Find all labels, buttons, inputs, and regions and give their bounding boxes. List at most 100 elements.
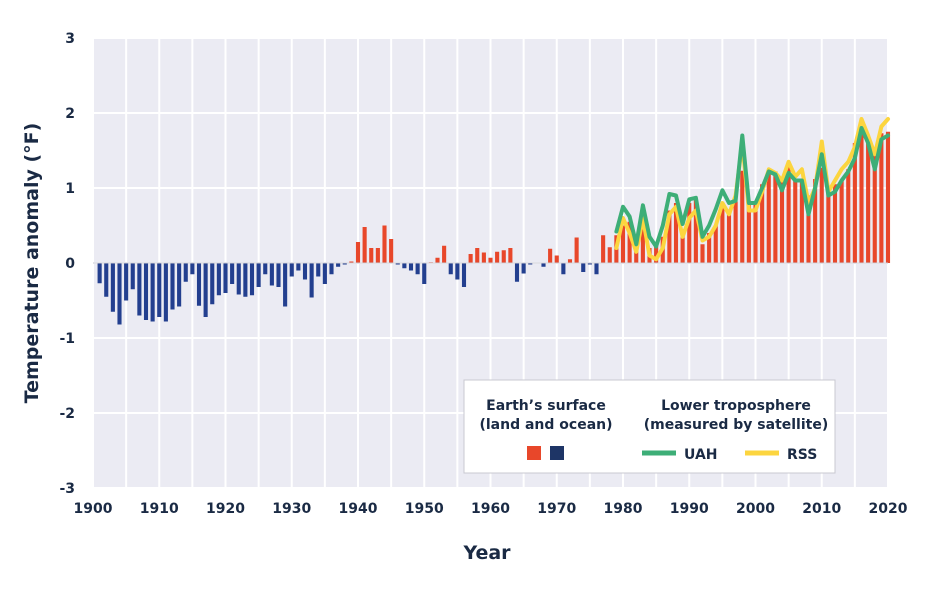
surface-bar bbox=[263, 263, 268, 275]
surface-bar bbox=[852, 143, 857, 263]
y-tick-label: -1 bbox=[59, 331, 75, 347]
surface-bar bbox=[369, 248, 374, 263]
legend-swatch-negative bbox=[550, 446, 564, 460]
legend-swatch-positive bbox=[527, 446, 541, 460]
surface-bar bbox=[488, 257, 493, 263]
surface-bar bbox=[832, 184, 838, 263]
surface-bar bbox=[223, 263, 228, 293]
surface-bar bbox=[143, 263, 149, 320]
surface-bar bbox=[455, 263, 460, 280]
legend-rss-label: RSS bbox=[787, 447, 817, 463]
x-tick-label: 1940 bbox=[339, 501, 378, 517]
surface-bar bbox=[276, 263, 281, 287]
surface-bar bbox=[607, 247, 612, 263]
surface-bar bbox=[422, 263, 427, 284]
surface-bar bbox=[813, 179, 818, 263]
surface-bar bbox=[170, 263, 175, 310]
surface-bar bbox=[567, 259, 573, 263]
surface-bar bbox=[316, 263, 321, 277]
surface-bar bbox=[177, 263, 182, 307]
y-tick-labels: -3 -2 -1 0 1 2 3 bbox=[59, 31, 75, 497]
x-tick-label: 1970 bbox=[537, 501, 576, 517]
surface-bar bbox=[130, 263, 135, 290]
x-tick-label: 1920 bbox=[206, 501, 245, 517]
surface-bar bbox=[620, 225, 626, 263]
surface-bar bbox=[846, 169, 851, 263]
surface-bar bbox=[528, 263, 533, 265]
surface-bar bbox=[355, 242, 361, 263]
x-tick-label: 1990 bbox=[670, 501, 709, 517]
surface-bar bbox=[322, 263, 327, 284]
surface-bar bbox=[448, 263, 453, 275]
y-tick-label: 1 bbox=[65, 181, 75, 197]
surface-bar bbox=[302, 263, 308, 280]
surface-bar bbox=[587, 263, 592, 265]
surface-bar bbox=[104, 263, 109, 297]
surface-bar bbox=[779, 179, 785, 263]
surface-bar bbox=[548, 248, 553, 263]
surface-bar bbox=[667, 210, 672, 263]
legend: Earth’s surface (land and ocean) Lower t… bbox=[463, 379, 836, 474]
surface-bar bbox=[196, 263, 202, 306]
surface-bar bbox=[786, 165, 791, 263]
surface-bar bbox=[687, 203, 692, 263]
surface-bar bbox=[382, 225, 387, 263]
x-axis-title: Year bbox=[462, 542, 511, 564]
surface-bar bbox=[826, 191, 831, 263]
surface-bar bbox=[256, 263, 261, 287]
surface-bar bbox=[475, 248, 480, 263]
surface-bar bbox=[461, 263, 467, 287]
surface-bar bbox=[150, 263, 155, 322]
surface-bar bbox=[700, 244, 705, 263]
surface-bar bbox=[766, 171, 771, 263]
y-tick-label: -2 bbox=[59, 406, 75, 422]
surface-bar bbox=[389, 239, 394, 263]
surface-bar bbox=[309, 263, 314, 298]
y-axis-title: Temperature anomaly (°F) bbox=[21, 123, 43, 404]
legend-surface-line1: Earth’s surface bbox=[486, 398, 606, 414]
surface-bar bbox=[799, 182, 804, 263]
surface-bar bbox=[773, 171, 778, 263]
x-tick-label: 1900 bbox=[74, 501, 113, 517]
surface-bar bbox=[521, 263, 526, 274]
rss-series-line bbox=[614, 117, 890, 262]
surface-bar bbox=[402, 263, 407, 269]
surface-bar bbox=[866, 143, 871, 263]
surface-bar bbox=[481, 252, 486, 263]
surface-bar bbox=[601, 235, 606, 263]
surface-bar bbox=[793, 180, 798, 263]
surface-bar bbox=[230, 263, 235, 284]
y-tick-label: 0 bbox=[65, 256, 75, 272]
surface-bar bbox=[885, 131, 891, 263]
surface-bar bbox=[640, 214, 645, 263]
surface-bar bbox=[760, 184, 765, 263]
surface-bar bbox=[203, 263, 208, 317]
surface-bar bbox=[216, 263, 221, 296]
surface-bar bbox=[720, 203, 725, 263]
x-tick-labels: 1900 1910 1920 1930 1940 1950 1960 1970 1980 1990… bbox=[74, 501, 908, 517]
legend-tropo-line1: Lower troposphere bbox=[661, 398, 811, 414]
surface-bar bbox=[442, 245, 447, 263]
surface-bar bbox=[574, 237, 579, 263]
surface-bar bbox=[329, 263, 334, 275]
surface-bar bbox=[594, 263, 599, 275]
surface-bar bbox=[726, 212, 732, 263]
surface-bar bbox=[859, 128, 864, 263]
y-tick-label: -3 bbox=[59, 481, 75, 497]
surface-bar bbox=[713, 225, 718, 263]
surface-bar bbox=[243, 263, 248, 297]
legend-surface-line2: (land and ocean) bbox=[479, 417, 612, 433]
surface-bar bbox=[872, 154, 877, 263]
legend-tropo-line2: (measured by satellite) bbox=[644, 417, 829, 433]
x-tick-label: 1960 bbox=[471, 501, 510, 517]
surface-bar bbox=[680, 229, 685, 263]
surface-bar bbox=[117, 263, 122, 325]
surface-bar bbox=[283, 263, 288, 307]
surface-bar bbox=[839, 180, 844, 263]
x-tick-label: 1980 bbox=[604, 501, 643, 517]
surface-bar bbox=[541, 263, 546, 267]
x-tick-label: 1910 bbox=[140, 501, 179, 517]
surface-bar bbox=[468, 254, 473, 263]
surface-bar bbox=[137, 263, 142, 316]
